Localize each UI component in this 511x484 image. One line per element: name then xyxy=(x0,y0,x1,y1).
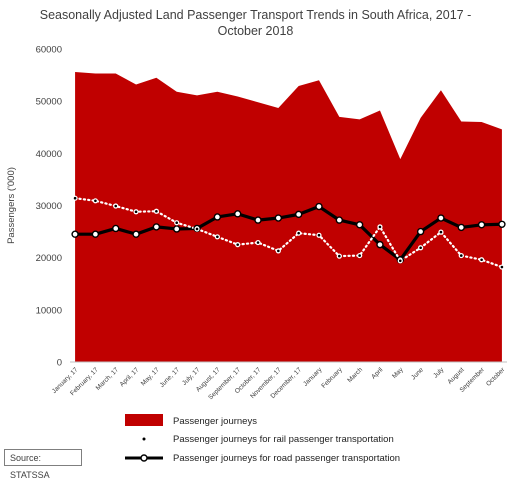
legend-label-passenger-journeys: Passenger journeys xyxy=(173,416,257,427)
road-point xyxy=(498,220,506,228)
road-point xyxy=(437,214,445,222)
road-point xyxy=(355,221,364,229)
y-tick-label: 50000 xyxy=(36,97,62,108)
legend-marks xyxy=(125,414,163,462)
rail-point-center xyxy=(480,258,483,262)
x-tick-label: April xyxy=(370,366,385,381)
legend-swatch-passenger-journeys xyxy=(125,414,163,426)
legend-marker-road xyxy=(140,454,148,462)
road-point xyxy=(416,227,425,236)
rail-point-center xyxy=(236,243,239,246)
rail-point-center xyxy=(114,204,118,208)
road-point xyxy=(477,221,486,229)
rail-point-center xyxy=(155,209,158,213)
x-tick-label: March, 17 xyxy=(95,366,121,392)
rail-point-center xyxy=(256,241,260,244)
rail-point-center xyxy=(358,254,361,257)
y-tick-label: 30000 xyxy=(36,201,62,212)
y-tick-label: 60000 xyxy=(36,45,62,56)
x-tick-label: May xyxy=(391,366,405,380)
rail-point-center xyxy=(398,259,402,263)
road-point xyxy=(91,230,100,238)
source-note: Source: STATSSA xyxy=(4,449,82,480)
rail-point-center xyxy=(216,235,219,239)
road-point xyxy=(315,202,323,211)
rail-point-center xyxy=(175,221,179,225)
road-point xyxy=(457,223,465,232)
rail-point-center xyxy=(378,225,382,229)
chart: 0 10000 20000 30000 40000 50000 60000 Passenger… xyxy=(6,45,507,462)
x-tick-label: April, 17 xyxy=(119,366,141,388)
road-point xyxy=(335,216,344,224)
road-point xyxy=(233,210,242,218)
y-axis-label: Passengers ('000) xyxy=(6,167,17,244)
chart-title-line-2: October 2018 xyxy=(217,24,294,38)
rail-point-center xyxy=(459,254,463,257)
road-point xyxy=(132,230,140,238)
rail-point-center xyxy=(419,246,422,250)
x-tick-label: October xyxy=(485,366,507,388)
x-tick-label: March xyxy=(346,366,364,384)
x-tick-label: June xyxy=(410,366,425,381)
road-point xyxy=(294,210,303,219)
x-tick-label: February xyxy=(320,366,344,390)
road-point xyxy=(152,223,161,231)
plot-area xyxy=(71,71,506,362)
rail-point-center xyxy=(317,233,321,237)
rail-point-center xyxy=(277,249,280,253)
rail-point-center xyxy=(195,227,199,231)
x-tick-label: July xyxy=(432,366,446,380)
y-tick-label: 0 xyxy=(57,358,62,369)
x-tick-label: June, 17 xyxy=(159,366,182,389)
series-line-road xyxy=(75,204,502,262)
y-tick-label: 20000 xyxy=(36,253,62,264)
x-tick-label: August xyxy=(446,366,465,385)
road-point xyxy=(274,214,283,222)
rail-point-center xyxy=(439,230,443,234)
series-line-rail xyxy=(73,197,504,269)
road-point xyxy=(376,240,384,249)
rail-point-center xyxy=(73,196,77,200)
rail-point-center xyxy=(297,231,300,235)
legend-marker-rail xyxy=(142,437,146,441)
legend-label-rail: Passenger journeys for rail passenger tr… xyxy=(173,434,394,445)
road-point xyxy=(71,230,79,238)
y-tick-label: 10000 xyxy=(36,305,62,316)
legend-label-road: Passenger journeys for road passenger tr… xyxy=(173,453,401,464)
chart-title-line-1: Seasonally Adjusted Land Passenger Trans… xyxy=(39,8,472,22)
rail-point-center xyxy=(500,265,504,269)
road-point xyxy=(173,225,181,233)
y-tick-label: 40000 xyxy=(36,149,62,160)
rail-point-center xyxy=(94,199,97,203)
rail-point-center xyxy=(134,210,138,214)
road-point xyxy=(213,213,222,221)
rail-point-center xyxy=(338,254,341,258)
road-point xyxy=(254,216,262,224)
road-point xyxy=(112,224,120,233)
